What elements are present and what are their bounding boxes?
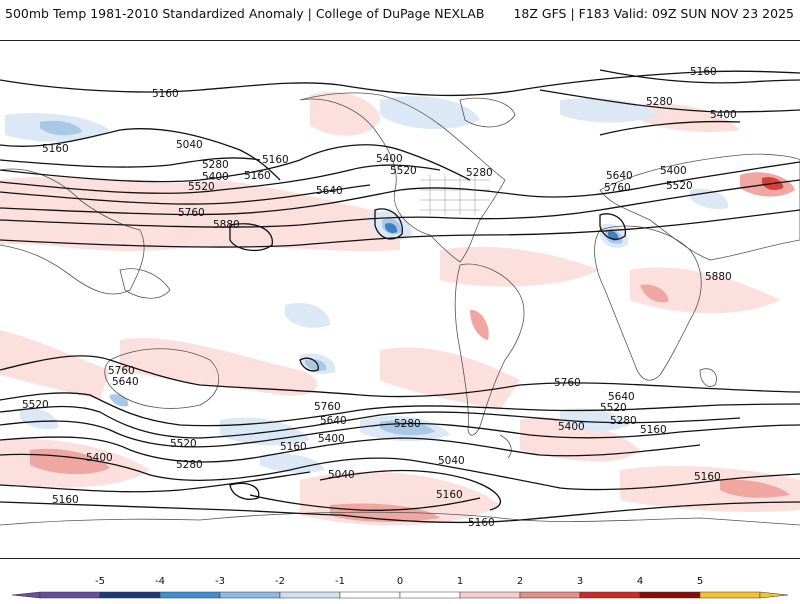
contour-label: 5520 [600, 402, 627, 414]
contour-label: 5880 [705, 271, 732, 283]
colorbar-arrow-right [759, 591, 789, 599]
contour-label: 5520 [22, 399, 49, 411]
contour-label: 5160 [640, 424, 667, 436]
colorbar-svg [11, 591, 789, 599]
contour-label: 5040 [438, 455, 465, 467]
colorbar-segment [699, 591, 761, 599]
contour-label: 5160 [468, 517, 495, 529]
contour-label: 5160 [262, 154, 289, 166]
contour-label: 5520 [666, 180, 693, 192]
colorbar-segment [639, 591, 701, 599]
colorbar: -5 -4 -3 -2 -1 0 1 2 3 4 5 [0, 559, 800, 600]
colorbar-tick-label: 3 [576, 576, 584, 587]
colorbar-tick-label: 2 [516, 576, 524, 587]
colorbar-tick-label: 5 [696, 576, 704, 587]
contour-label: 5400 [318, 433, 345, 445]
colorbar-segment [399, 591, 461, 599]
colorbar-arrow-left [11, 591, 41, 599]
colorbar-segment [579, 591, 641, 599]
contour-label: 5280 [610, 415, 637, 427]
contour-label: 5400 [86, 452, 113, 464]
contour-label: 5760 [314, 401, 341, 413]
height-contours [0, 69, 800, 524]
state-borders [420, 175, 490, 215]
contour-label: 5760 [108, 365, 135, 377]
contour-label: 5280 [466, 167, 493, 179]
contour-label: 5640 [316, 185, 343, 197]
model-run-info: 18Z GFS | F183 Valid: 09Z SUN NOV 23 202… [513, 6, 794, 21]
map-title: 500mb Temp 1981-2010 Standardized Anomal… [5, 6, 485, 21]
contour-label: 5400 [710, 109, 737, 121]
colorbar-tick-label: -4 [155, 576, 165, 587]
map-canvas: 5160 5160 5280 5400 5160 5040 5280 5400 … [0, 66, 800, 529]
contour-label: 5280 [202, 159, 229, 171]
contour-label-group: 5160 5160 5280 5400 5160 5040 5280 5400 … [22, 66, 737, 529]
colorbar-segment [279, 591, 341, 599]
contour-label: 5520 [188, 181, 215, 193]
contour-label: 5160 [280, 441, 307, 453]
colorbar-segment [159, 591, 221, 599]
contour-label: 5400 [376, 153, 403, 165]
colorbar-tick-label: 1 [456, 576, 464, 587]
coastlines [0, 92, 800, 526]
contour-label: 5400 [558, 421, 585, 433]
colorbar-segment [339, 591, 401, 599]
colorbar-tick-label: -5 [95, 576, 105, 587]
contour-label: 5640 [320, 415, 347, 427]
colorbar-segment [39, 591, 101, 599]
contour-label: 5160 [52, 494, 79, 506]
contour-label: 5160 [694, 471, 721, 483]
contour-label: 5640 [606, 170, 633, 182]
colorbar-segments [11, 591, 789, 599]
colorbar-segment [519, 591, 581, 599]
header: 500mb Temp 1981-2010 Standardized Anomal… [0, 0, 800, 41]
contour-label: 5280 [646, 96, 673, 108]
contour-label: 5040 [176, 139, 203, 151]
colorbar-segment [99, 591, 161, 599]
anomaly-map: 5160 5160 5280 5400 5160 5040 5280 5400 … [0, 40, 800, 559]
colorbar-tick-label: -3 [215, 576, 225, 587]
colorbar-tick-label: 4 [636, 576, 644, 587]
contour-label: 5040 [328, 469, 355, 481]
colorbar-tick-label: 0 [396, 576, 404, 587]
contour-label: 5520 [170, 438, 197, 450]
contour-label: 5160 [690, 66, 717, 78]
contour-label: 5160 [436, 489, 463, 501]
contour-label: 5280 [176, 459, 203, 471]
colorbar-tick-label: -2 [275, 576, 285, 587]
colorbar-tick-label: -1 [335, 576, 345, 587]
contour-label: 5520 [390, 165, 417, 177]
contour-label: 5160 [244, 170, 271, 182]
contour-label: 5640 [112, 376, 139, 388]
colorbar-segment [219, 591, 281, 599]
colorbar-segment [459, 591, 521, 599]
contour-label: 5760 [554, 377, 581, 389]
contour-label: 5160 [42, 143, 69, 155]
contour-label: 5640 [608, 391, 635, 403]
contour-label: 5880 [213, 219, 240, 231]
contour-label: 5760 [604, 182, 631, 194]
contour-label: 5400 [202, 171, 229, 183]
contour-label: 5400 [660, 165, 687, 177]
contour-label: 5280 [394, 418, 421, 430]
contour-label: 5160 [152, 88, 179, 100]
contour-label: 5760 [178, 207, 205, 219]
